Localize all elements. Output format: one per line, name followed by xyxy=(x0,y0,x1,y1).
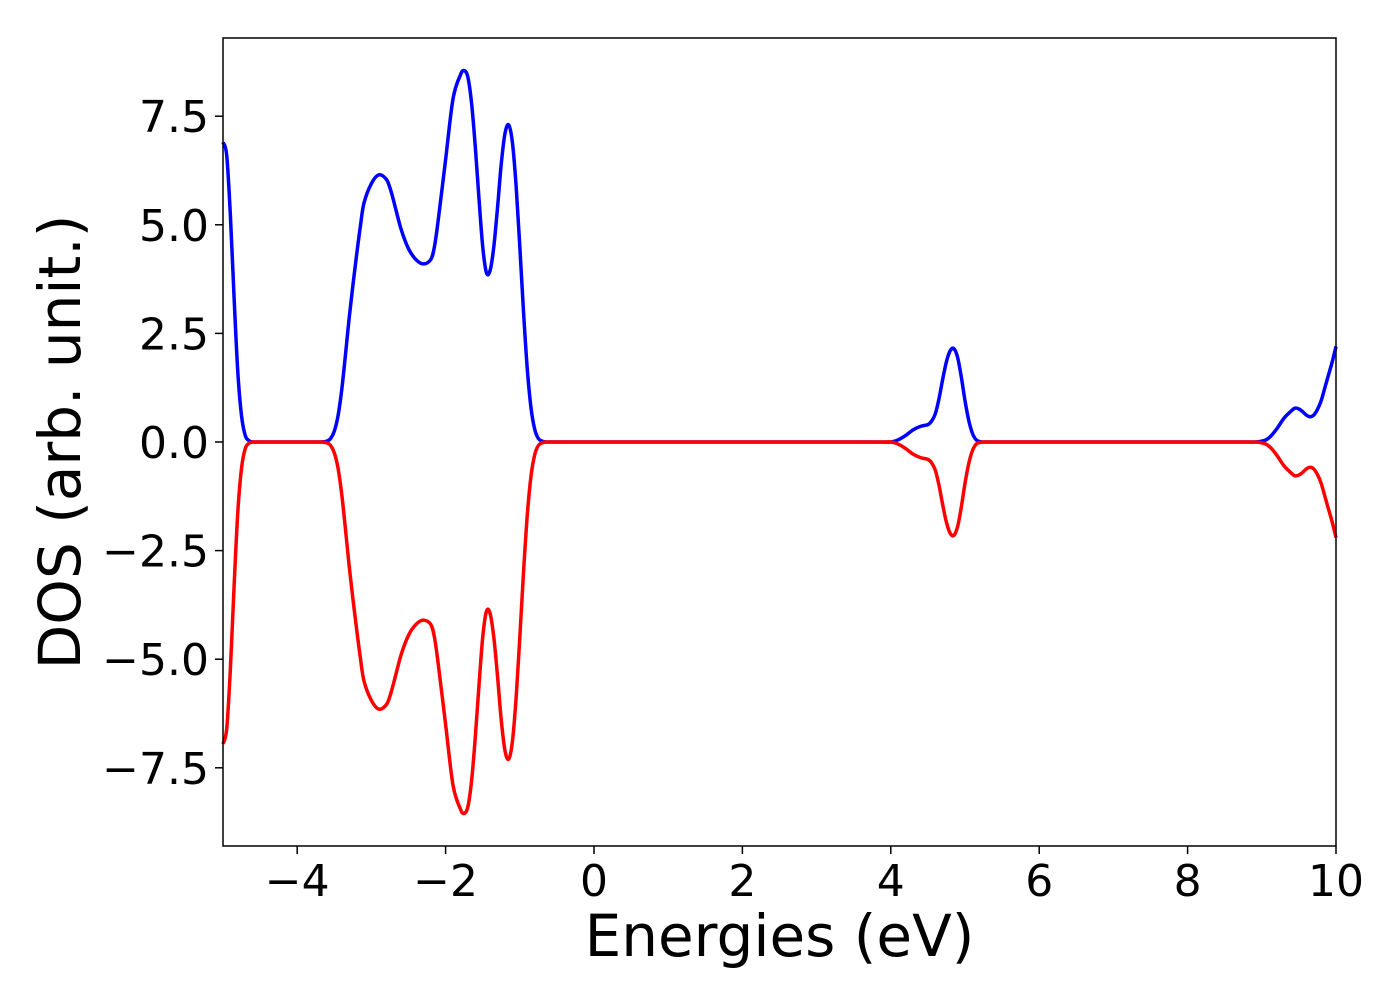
y-axis-ticks: 7.5 5.0 2.5 0.0 −2.5 −5.0 −7.5 xyxy=(102,92,223,795)
x-tick-label: 10 xyxy=(1308,856,1364,907)
x-tick-label: −4 xyxy=(265,856,330,907)
x-tick-label: −2 xyxy=(413,856,478,907)
y-tick-label: −7.5 xyxy=(102,744,209,795)
y-tick-label: 5.0 xyxy=(139,201,209,252)
x-tick-label: 0 xyxy=(580,856,608,907)
dos-spin-down-line xyxy=(221,440,1338,816)
x-tick-label: 2 xyxy=(728,856,756,907)
series-layer xyxy=(221,68,1338,816)
x-tick-label: 8 xyxy=(1174,856,1202,907)
x-axis-title: Energies (eV) xyxy=(585,902,975,970)
x-axis-ticks: −4 −2 0 2 4 6 8 10 xyxy=(265,846,1364,907)
y-axis-title: DOS (arb. unit.) xyxy=(26,215,94,670)
y-tick-label: −2.5 xyxy=(102,527,209,578)
y-tick-label: 2.5 xyxy=(139,309,209,360)
y-tick-label: −5.0 xyxy=(102,635,209,686)
y-tick-label: 7.5 xyxy=(139,92,209,143)
x-tick-label: 4 xyxy=(877,856,905,907)
x-tick-label: 6 xyxy=(1025,856,1053,907)
y-tick-label: 0.0 xyxy=(139,418,209,469)
